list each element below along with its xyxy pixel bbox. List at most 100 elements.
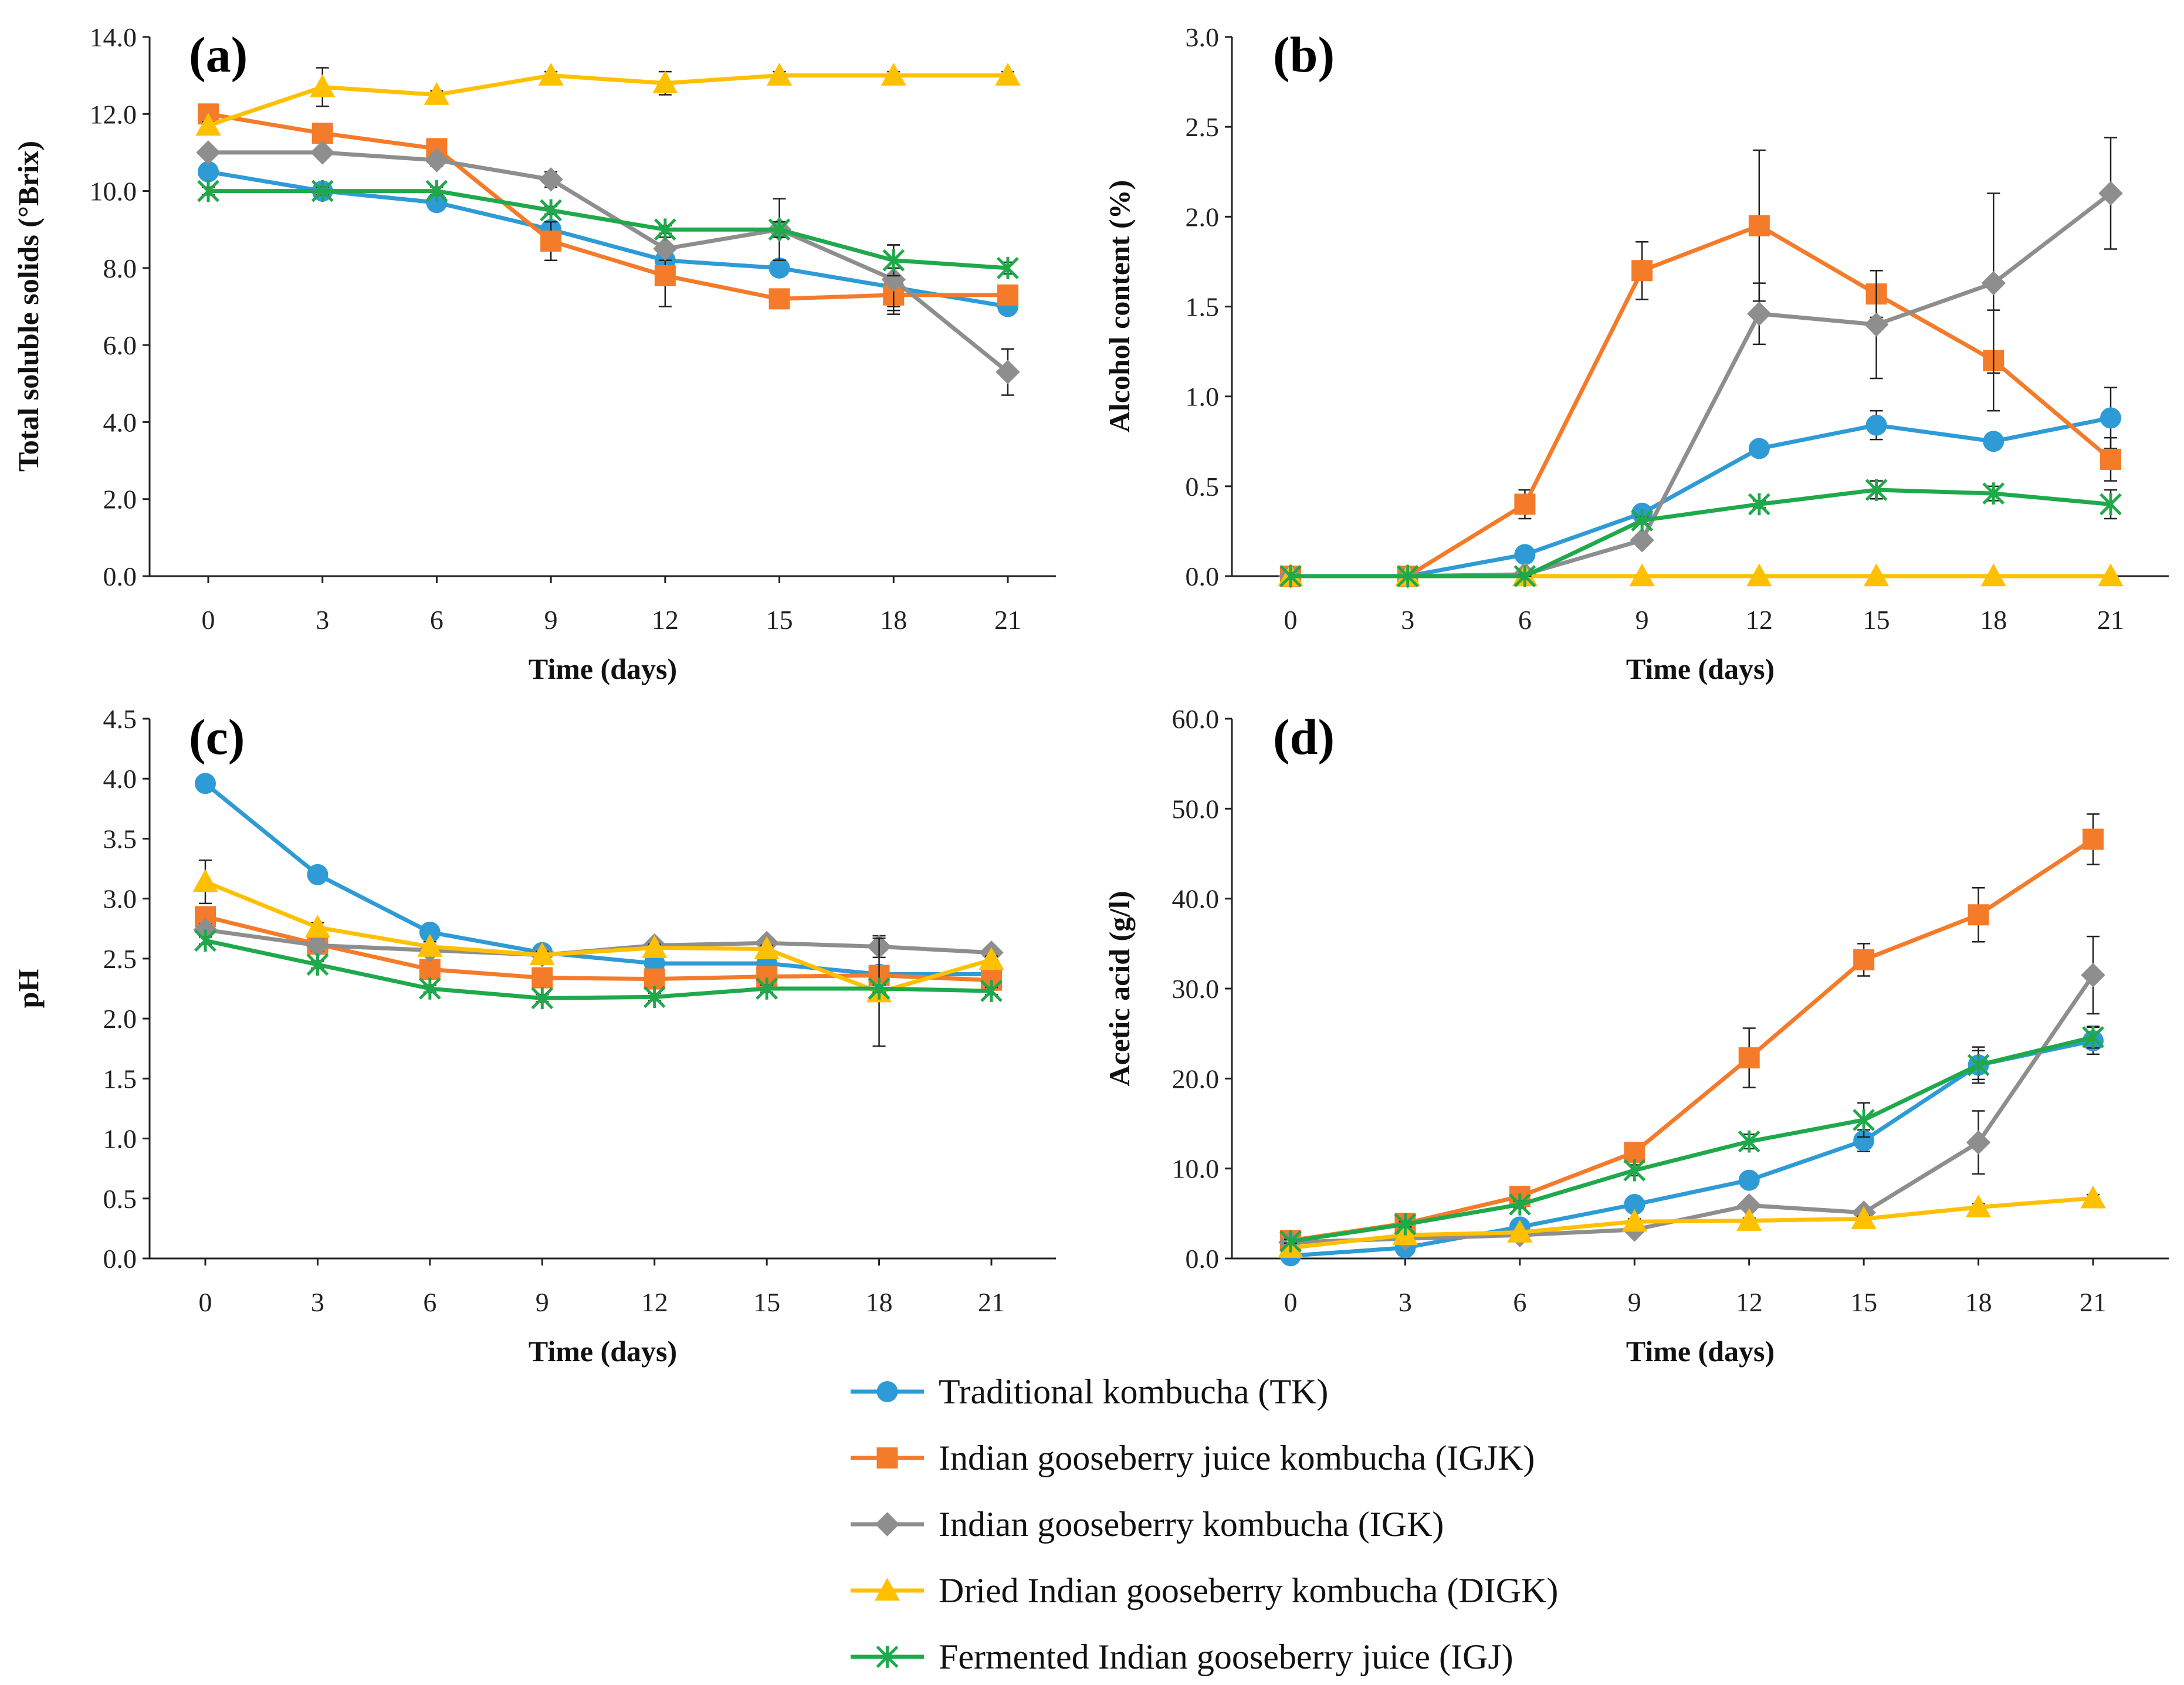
x-tick-label: 21 (978, 1287, 1005, 1317)
data-point-TK (2100, 407, 2121, 429)
chart-panel-c: 0.0 0.5 1.0 1.5 2.0 2.5 3.0 3.5 4.0 4.5 0 3 6 9 12 15 18… (12, 704, 1056, 1368)
series-line-TK (1291, 415, 2111, 578)
data-point-DIGK (529, 942, 555, 966)
x-tick-label: 21 (2097, 605, 2124, 635)
y-tick-label: 6.0 (103, 330, 137, 360)
series-IGJ (1279, 479, 2122, 587)
y-tick-label: 10.0 (1172, 1154, 1220, 1184)
series-line-IGK (208, 150, 1010, 374)
data-point-TK (419, 921, 441, 943)
y-tick-label: 12.0 (90, 99, 137, 129)
data-point-IGJ (1738, 1130, 1760, 1153)
data-point-IGK (996, 360, 1020, 384)
y-tick-label: 1.0 (1186, 382, 1220, 412)
x-tick-label: 0 (1284, 605, 1298, 635)
data-point-IGJ (531, 987, 554, 1010)
data-point-IGJ (425, 180, 448, 202)
data-point-IGK (424, 148, 449, 172)
data-point-TK (1624, 1194, 1645, 1215)
data-point-DIGK (2098, 563, 2124, 587)
data-point-IGJK (531, 967, 553, 989)
data-point-IGJK (1853, 949, 1875, 970)
legend-label: Traditional kombucha (TK) (939, 1372, 1328, 1411)
series-line-DIGK (1290, 1196, 2094, 1250)
data-point-DIGK (995, 63, 1021, 86)
data-point-DIGK (417, 933, 443, 957)
y-tick-label: 2.5 (1186, 112, 1220, 142)
x-tick-label: 15 (753, 1287, 780, 1317)
legend-item-IGJK: Indian gooseberry juice kombucha (IGJK) (851, 1439, 1535, 1477)
y-tick-label: 40.0 (1172, 884, 1220, 914)
y-tick-label: 10.0 (90, 177, 137, 207)
data-point-TK (198, 161, 219, 182)
y-tick-label: 2.5 (103, 944, 137, 974)
data-point-IGJ (194, 929, 216, 952)
data-point-IGK (881, 267, 906, 292)
data-point-IGJ (653, 218, 676, 241)
x-axis-title: Time (days) (1626, 652, 1775, 685)
data-point-IGK (1864, 312, 1889, 337)
legend-marker (876, 1447, 898, 1469)
chart-panel-d: 0.0 10.0 20.0 30.0 40.0 50.0 60.0 0 3 6 9 12 15 18 21 T… (1103, 704, 2169, 1368)
y-tick-label: 0.5 (1186, 472, 1220, 502)
series-TK (1280, 387, 2121, 587)
data-point-DIGK (538, 63, 564, 86)
data-point-DIGK (1965, 1195, 1992, 1217)
x-tick-label: 18 (1965, 1287, 1992, 1317)
y-tick-label: 4.5 (103, 704, 137, 734)
panel-label: (c) (189, 709, 245, 765)
x-tick-label: 0 (199, 1287, 212, 1317)
y-tick-label: 3.0 (1186, 22, 1220, 52)
x-tick-label: 21 (994, 605, 1021, 635)
x-tick-label: 9 (1636, 605, 1649, 635)
y-tick-label: 0.0 (1186, 561, 1220, 591)
series-line-TK (1290, 1038, 2094, 1258)
data-point-IGJK (1968, 904, 1989, 926)
y-axis-title: Alcohol content (%) (1103, 180, 1136, 433)
data-point-IGJK (768, 288, 790, 310)
panel-label: (d) (1273, 709, 1335, 765)
data-point-IGJ (868, 977, 890, 1000)
data-point-TK (195, 773, 216, 794)
series-line-IGJ (1291, 488, 2111, 578)
data-point-IGJ (768, 218, 791, 241)
data-point-TK (1853, 1130, 1875, 1152)
data-point-DIGK (304, 915, 331, 938)
data-point-IGK (310, 140, 335, 165)
chart-panels: 0.0 2.0 4.0 6.0 8.0 10.0 12.0 14.0 0 3 6 9 12 15 18 21 T… (12, 22, 2169, 1368)
data-point-DIGK (978, 947, 1004, 970)
data-point-IGJ (306, 953, 329, 976)
data-point-DIGK (1851, 1206, 1877, 1229)
data-point-TK (307, 864, 329, 885)
legend-marker (875, 1512, 900, 1537)
legend-label: Fermented Indian gooseberry juice (IGJ) (939, 1637, 1513, 1676)
x-tick-label: 18 (880, 605, 907, 635)
x-tick-label: 12 (1746, 605, 1773, 635)
data-point-IGJ (2082, 1026, 2104, 1048)
x-tick-label: 15 (766, 605, 793, 635)
series-line-IGJ (205, 938, 992, 1000)
y-tick-label: 60.0 (1172, 704, 1220, 734)
data-point-IGJK (540, 230, 562, 252)
y-tick-label: 8.0 (103, 253, 137, 283)
data-point-DIGK (754, 936, 780, 959)
data-point-IGJ (1748, 493, 1770, 516)
data-point-IGK (1737, 1193, 1762, 1218)
y-axis-title: Total soluble solids (°Brix) (12, 141, 45, 472)
x-tick-label: 21 (2080, 1287, 2107, 1317)
data-point-IGJK (1738, 1047, 1760, 1069)
data-point-IGK (196, 140, 221, 165)
series-IGJ (1279, 1026, 2104, 1253)
series-DIGK (192, 859, 1004, 1047)
data-point-IGK (653, 236, 678, 261)
data-point-IGJ (643, 986, 666, 1009)
x-tick-label: 0 (202, 605, 215, 635)
x-tick-label: 12 (641, 1287, 668, 1317)
y-tick-label: 2.0 (103, 1004, 137, 1034)
series-line-IGJ (1290, 1035, 2094, 1244)
data-point-IGJK (311, 123, 333, 144)
chart-panel-a: 0.0 2.0 4.0 6.0 8.0 10.0 12.0 14.0 0 3 6 9 12 15 18 21 T… (12, 22, 1056, 685)
data-point-IGJK (654, 265, 676, 286)
